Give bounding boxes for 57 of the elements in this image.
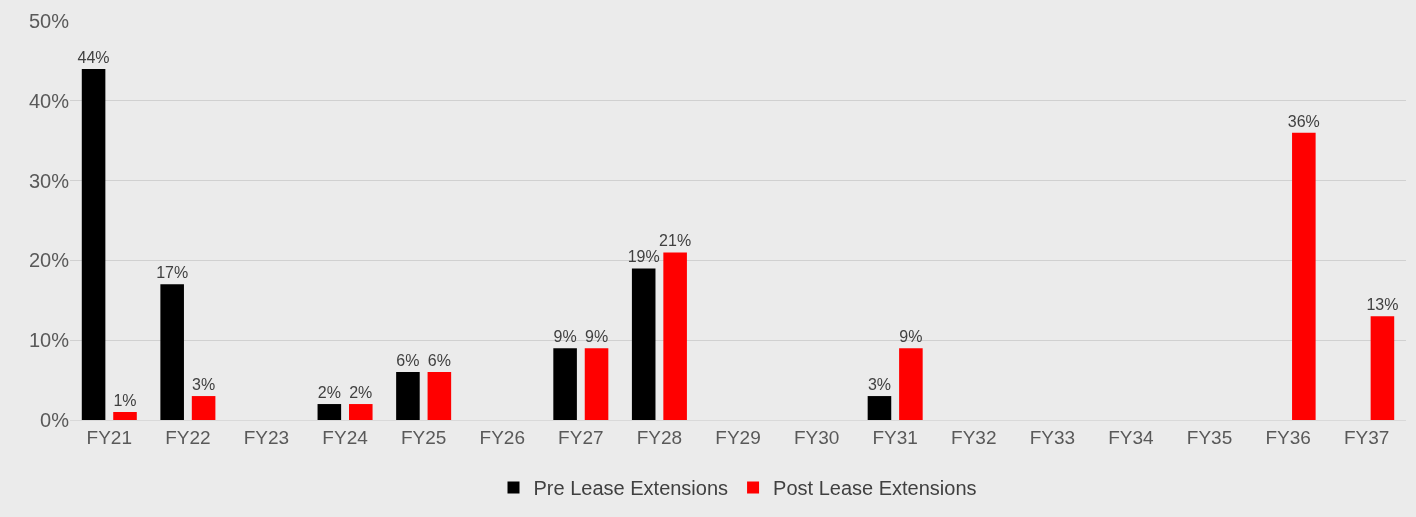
x-tick-label: FY24 <box>322 426 369 448</box>
y-tick-label: 30% <box>28 169 70 192</box>
data-label: 3% <box>192 376 216 394</box>
bar <box>348 404 373 420</box>
bar <box>113 412 137 420</box>
data-label: 9% <box>553 328 577 346</box>
y-tick-label: 40% <box>28 89 70 112</box>
bar <box>553 348 577 420</box>
x-tick-label: FY36 <box>1265 426 1311 448</box>
data-label: 17% <box>156 264 189 282</box>
x-tick-label: FY23 <box>243 426 290 448</box>
x-tick-label: FY37 <box>1344 426 1390 448</box>
x-tick-label: FY28 <box>636 426 683 448</box>
bar <box>1292 132 1316 420</box>
bar <box>631 268 656 420</box>
data-label: 9% <box>899 328 923 346</box>
data-label: 2% <box>349 384 373 402</box>
data-label: 3% <box>867 376 892 394</box>
x-tick-label: FY22 <box>165 426 211 448</box>
bar <box>160 284 184 420</box>
x-tick-label: FY34 <box>1108 426 1155 448</box>
data-label: 6% <box>427 352 451 370</box>
bar <box>81 68 106 420</box>
x-tick-label: FY32 <box>951 426 997 448</box>
bar <box>191 396 216 420</box>
bar <box>663 252 687 420</box>
legend-label: Post Lease Extensions <box>773 477 977 500</box>
y-tick-label: 0% <box>40 409 70 431</box>
x-tick-label: FY30 <box>793 426 840 448</box>
bar <box>1370 316 1395 420</box>
bar <box>899 348 923 420</box>
data-label: 19% <box>627 248 660 266</box>
legend-label: Pre Lease Extensions <box>533 477 729 500</box>
x-tick-label: FY21 <box>86 426 132 448</box>
data-label: 21% <box>659 232 692 250</box>
bar <box>584 348 609 420</box>
bar <box>867 396 892 420</box>
data-label: 9% <box>584 328 609 346</box>
data-label: 6% <box>396 352 420 370</box>
x-tick-label: FY25 <box>400 426 447 448</box>
y-tick-label: 20% <box>28 249 70 272</box>
y-tick-label: 50% <box>28 10 70 32</box>
data-label: 36% <box>1287 112 1320 130</box>
x-tick-label: FY29 <box>715 426 761 448</box>
data-label: 44% <box>77 48 110 66</box>
x-tick-label: FY31 <box>872 426 918 448</box>
x-tick-label: FY27 <box>558 426 604 448</box>
x-tick-label: FY35 <box>1186 426 1233 448</box>
bar <box>317 404 342 420</box>
bar <box>427 372 452 420</box>
bar <box>396 372 420 420</box>
x-tick-label: FY26 <box>479 426 525 448</box>
x-tick-label: FY33 <box>1029 426 1076 448</box>
data-label: 1% <box>113 392 137 410</box>
y-tick-label: 10% <box>28 329 70 352</box>
data-label: 2% <box>317 384 341 402</box>
data-label: 13% <box>1366 296 1399 314</box>
